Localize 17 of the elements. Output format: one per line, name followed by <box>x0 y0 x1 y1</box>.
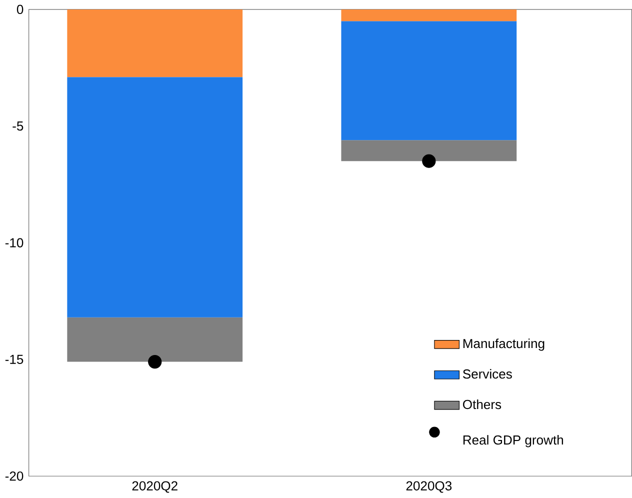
legend-label: Services <box>462 369 512 379</box>
bar <box>67 318 243 362</box>
bar <box>67 10 243 78</box>
x-tick-label: 2020Q2 <box>132 481 178 493</box>
y-tick-label: -10 <box>5 238 24 248</box>
y-tick-label: -5 <box>12 122 24 131</box>
bar <box>67 77 243 318</box>
legend-label: Manufacturing <box>463 338 544 351</box>
bar <box>341 10 517 22</box>
legend-label: Real GDP growth <box>463 435 564 448</box>
x-tick-label: 2020Q3 <box>406 481 452 493</box>
y-tick-label: 0 <box>16 4 24 14</box>
legend-label: Others <box>463 400 502 410</box>
y-tick-label: -15 <box>5 355 24 364</box>
bar <box>341 140 517 162</box>
bar <box>341 21 517 140</box>
y-tick-label: -20 <box>5 472 24 481</box>
